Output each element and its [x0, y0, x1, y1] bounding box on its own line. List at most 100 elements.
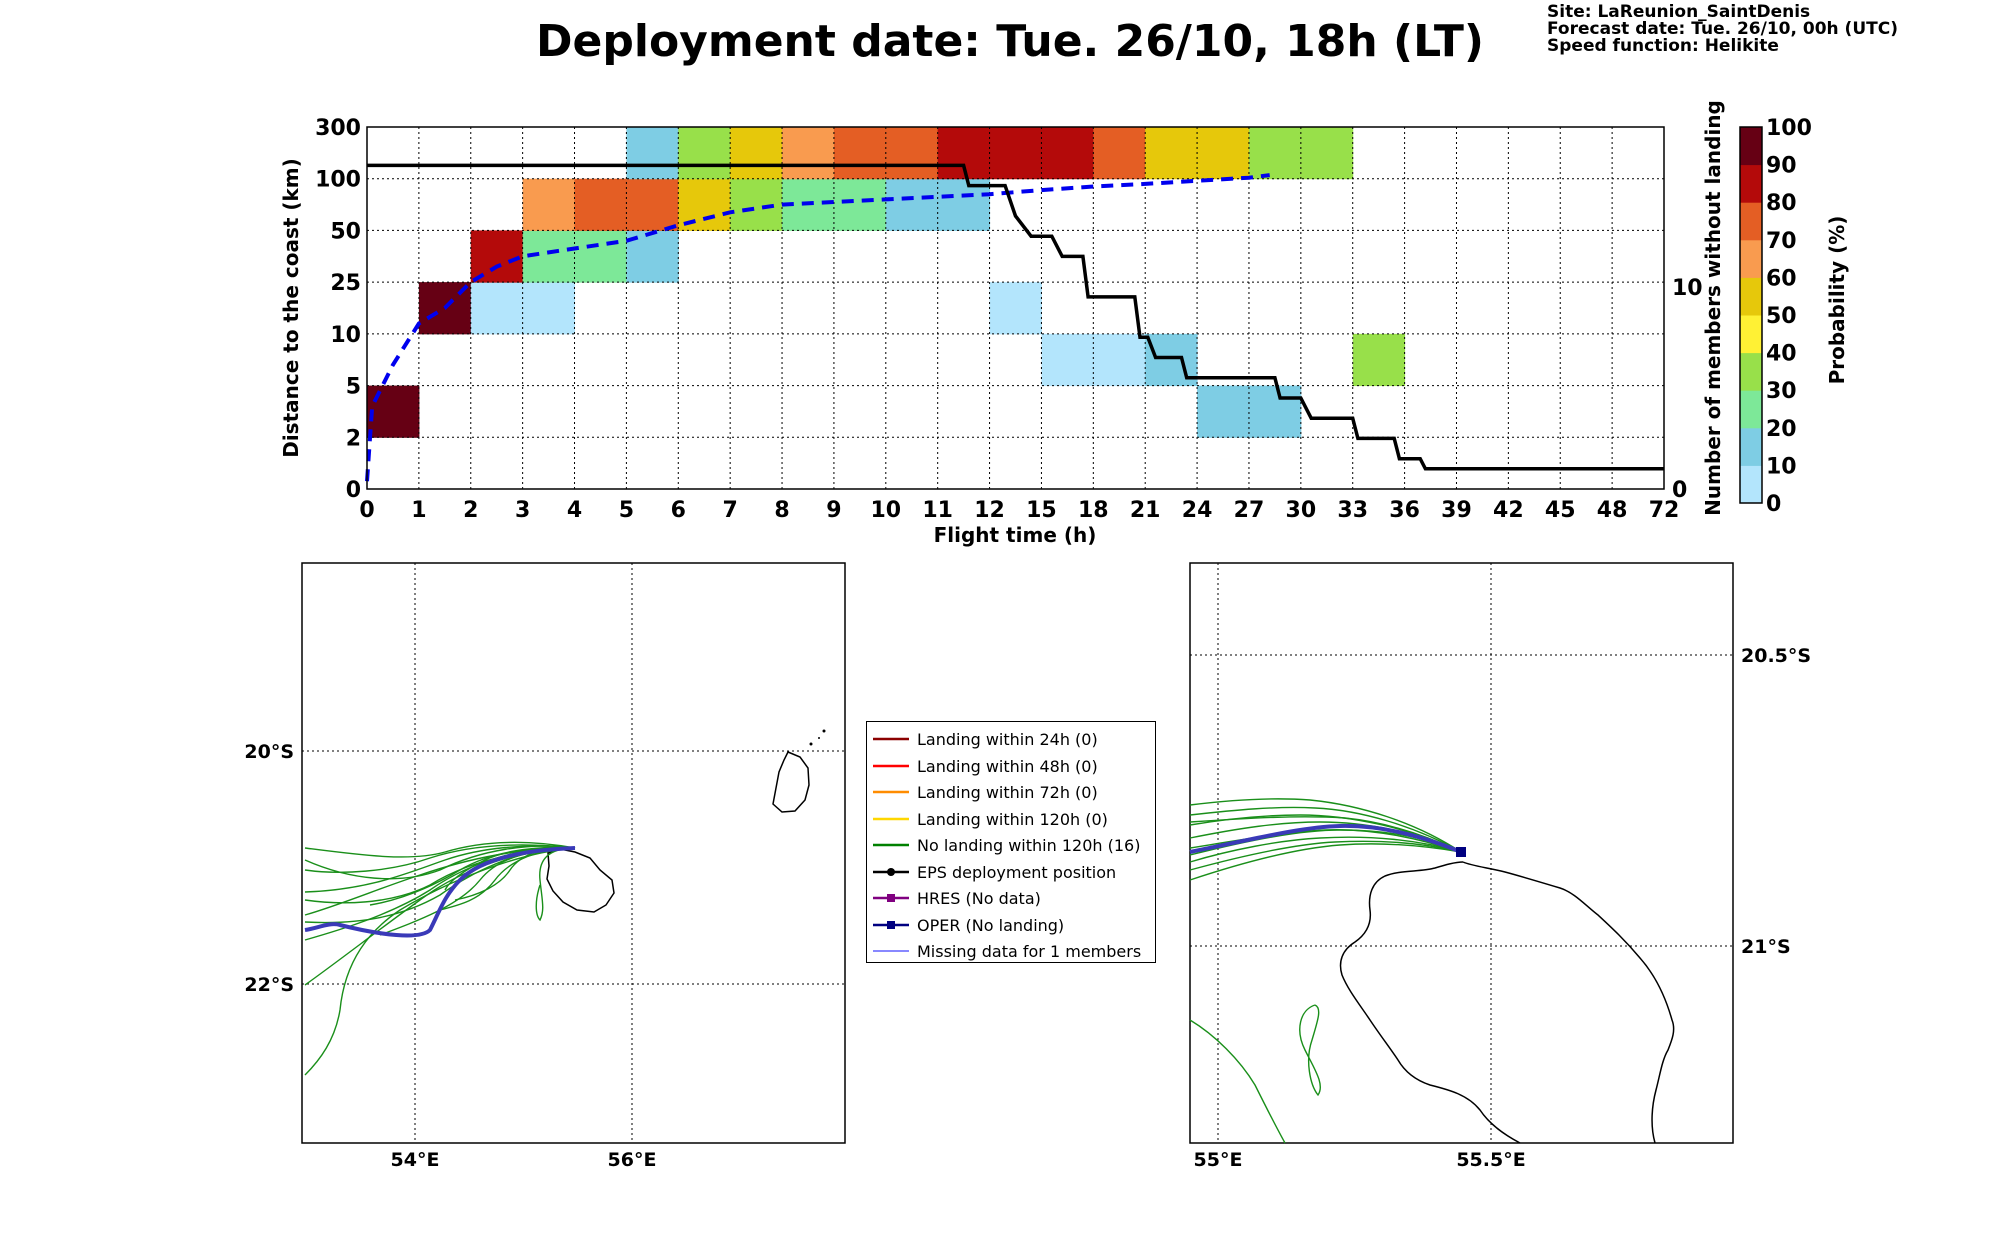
- colorbar-tick-label: 10: [1766, 454, 1797, 479]
- island-reunion-detail-outline: [1339, 861, 1675, 1144]
- y-tick-label: 0: [346, 478, 361, 503]
- speed-function-label: Speed function: Helikite: [1547, 36, 1779, 56]
- x-tick-label: 21: [1130, 498, 1161, 523]
- heatmap-cell: [470, 282, 524, 335]
- colorbar-segment: [1740, 315, 1762, 354]
- legend-item: Missing data for 1 members: [867, 940, 1155, 962]
- x-tick-label: 4: [567, 498, 582, 523]
- x-tick-label: 7: [723, 498, 738, 523]
- legend-item: Landing within 72h (0): [867, 781, 1155, 803]
- right-map-lon-tick: 55°E: [1194, 1149, 1243, 1171]
- oper-track-right: [1189, 823, 1462, 854]
- heatmap-cell: [1041, 127, 1094, 180]
- x-tick-label: 30: [1286, 498, 1317, 523]
- x-tick-label: 36: [1389, 498, 1420, 523]
- colorbar: 0 10 20 30 40 50 60 70 80 90 100: [1739, 116, 1812, 517]
- x-tick-label: 9: [826, 498, 841, 523]
- left-map-lat-tick: 22°S: [244, 974, 294, 996]
- heatmap-cell: [1093, 127, 1146, 180]
- colorbar-tick-label: 40: [1766, 342, 1797, 367]
- oper-track-left: [304, 846, 576, 938]
- heatmap-cell: [885, 127, 939, 180]
- x-tick-label: 2: [463, 498, 478, 523]
- y-tick-label: 5: [346, 375, 361, 400]
- heatmap-cell: [522, 178, 576, 231]
- heatmap-grid: [367, 127, 1664, 489]
- heatmap-cell: [626, 127, 679, 180]
- x-tick-label: 42: [1493, 498, 1524, 523]
- y-tick-label: 2: [346, 426, 361, 451]
- legend-label: Landing within 24h (0): [917, 730, 1098, 749]
- page-title: Deployment date: Tue. 26/10, 18h (LT): [536, 16, 1484, 67]
- x-tick-label: 18: [1078, 498, 1109, 523]
- x-tick-label: 27: [1234, 498, 1265, 523]
- legend-label: HRES (No data): [917, 889, 1041, 908]
- legend-item: OPER (No landing): [867, 914, 1155, 936]
- x-tick-label: 33: [1337, 498, 1368, 523]
- heatmap-cell: [1197, 127, 1250, 180]
- heatmap-cell: [989, 282, 1042, 335]
- heatmap-cell: [1248, 385, 1302, 438]
- left-map-lon-tick: 56°E: [608, 1149, 657, 1171]
- x-tick-label: 72: [1649, 498, 1680, 523]
- heatmap-cell: [574, 230, 627, 283]
- y-tick-label: 25: [330, 271, 361, 296]
- y-tick-label: 100: [315, 168, 361, 193]
- heatmap-cell: [1145, 127, 1198, 180]
- x-tick-labels: 0 1 2 3 4 5 6 7 8 9 10 11 12 15 18 21 24 27 30 33 36 39 42 45 48…: [359, 498, 1679, 523]
- left-map: [301, 562, 846, 1144]
- legend-label: No landing within 120h (16): [917, 836, 1141, 855]
- right-map-lat-tick: 20.5°S: [1741, 645, 1811, 667]
- mean-distance-curve: [365, 173, 1270, 482]
- legend-swatch: [873, 867, 909, 876]
- right-map: [1189, 562, 1734, 1144]
- x-tick-label: 3: [515, 498, 530, 523]
- heatmap-cell: [367, 385, 420, 438]
- x-tick-label: 48: [1597, 498, 1628, 523]
- legend-item: Landing within 24h (0): [867, 728, 1155, 750]
- heatmap-cell: [833, 178, 887, 231]
- y2-tick-label: 0: [1672, 478, 1687, 503]
- heatmap-cell: [1248, 127, 1302, 180]
- heatmap-cell: [989, 127, 1042, 180]
- heatmap-cell: [833, 127, 887, 180]
- legend-item: EPS deployment position: [867, 861, 1155, 883]
- heatmap-cell: [626, 178, 679, 231]
- legend-swatch: [873, 950, 909, 952]
- colorbar-tick-label: 50: [1766, 304, 1797, 329]
- colorbar-tick-label: 90: [1766, 154, 1797, 179]
- y-tick-label: 10: [330, 323, 361, 348]
- x-axis-label: Flight time (h): [934, 523, 1097, 547]
- x-tick-label: 12: [974, 498, 1005, 523]
- heatmap-cell: [522, 282, 576, 335]
- colorbar-tick-label: 60: [1766, 266, 1797, 291]
- y2-tick-label: 10: [1672, 276, 1703, 301]
- heatmap-cell: [1352, 333, 1406, 387]
- x-tick-label: 24: [1182, 498, 1213, 523]
- heatmap-cell: [782, 127, 835, 180]
- legend-swatch: [873, 764, 909, 767]
- legend-swatch: [873, 817, 909, 820]
- colorbar-segment: [1740, 127, 1762, 166]
- legend-swatch: [873, 790, 909, 794]
- colorbar-tick-label: 20: [1766, 417, 1797, 442]
- y2-axis-label: Number of members without landing: [1701, 100, 1725, 516]
- forecast-date-label: Forecast date: Tue. 26/10, 00h (UTC): [1547, 19, 1898, 39]
- colorbar-segment: [1740, 352, 1762, 391]
- heatmap-frame: [366, 126, 1665, 490]
- members-without-landing-line: [367, 163, 1664, 471]
- y2-tick-labels: 0 10: [1672, 276, 1703, 503]
- x-tick-label: 45: [1545, 498, 1576, 523]
- y-tick-label: 300: [315, 116, 361, 141]
- legend-item: Landing within 48h (0): [867, 755, 1155, 777]
- legend-label: Landing within 72h (0): [917, 783, 1098, 802]
- x-tick-label: 10: [870, 498, 901, 523]
- y-axis-label: Distance to the coast (km): [279, 158, 303, 458]
- heatmap-cell: [574, 178, 627, 231]
- heatmap-cell: [1093, 333, 1146, 387]
- legend-item: Landing within 120h (0): [867, 808, 1155, 830]
- legend-swatch: [873, 920, 909, 929]
- y-tick-label: 50: [330, 219, 361, 244]
